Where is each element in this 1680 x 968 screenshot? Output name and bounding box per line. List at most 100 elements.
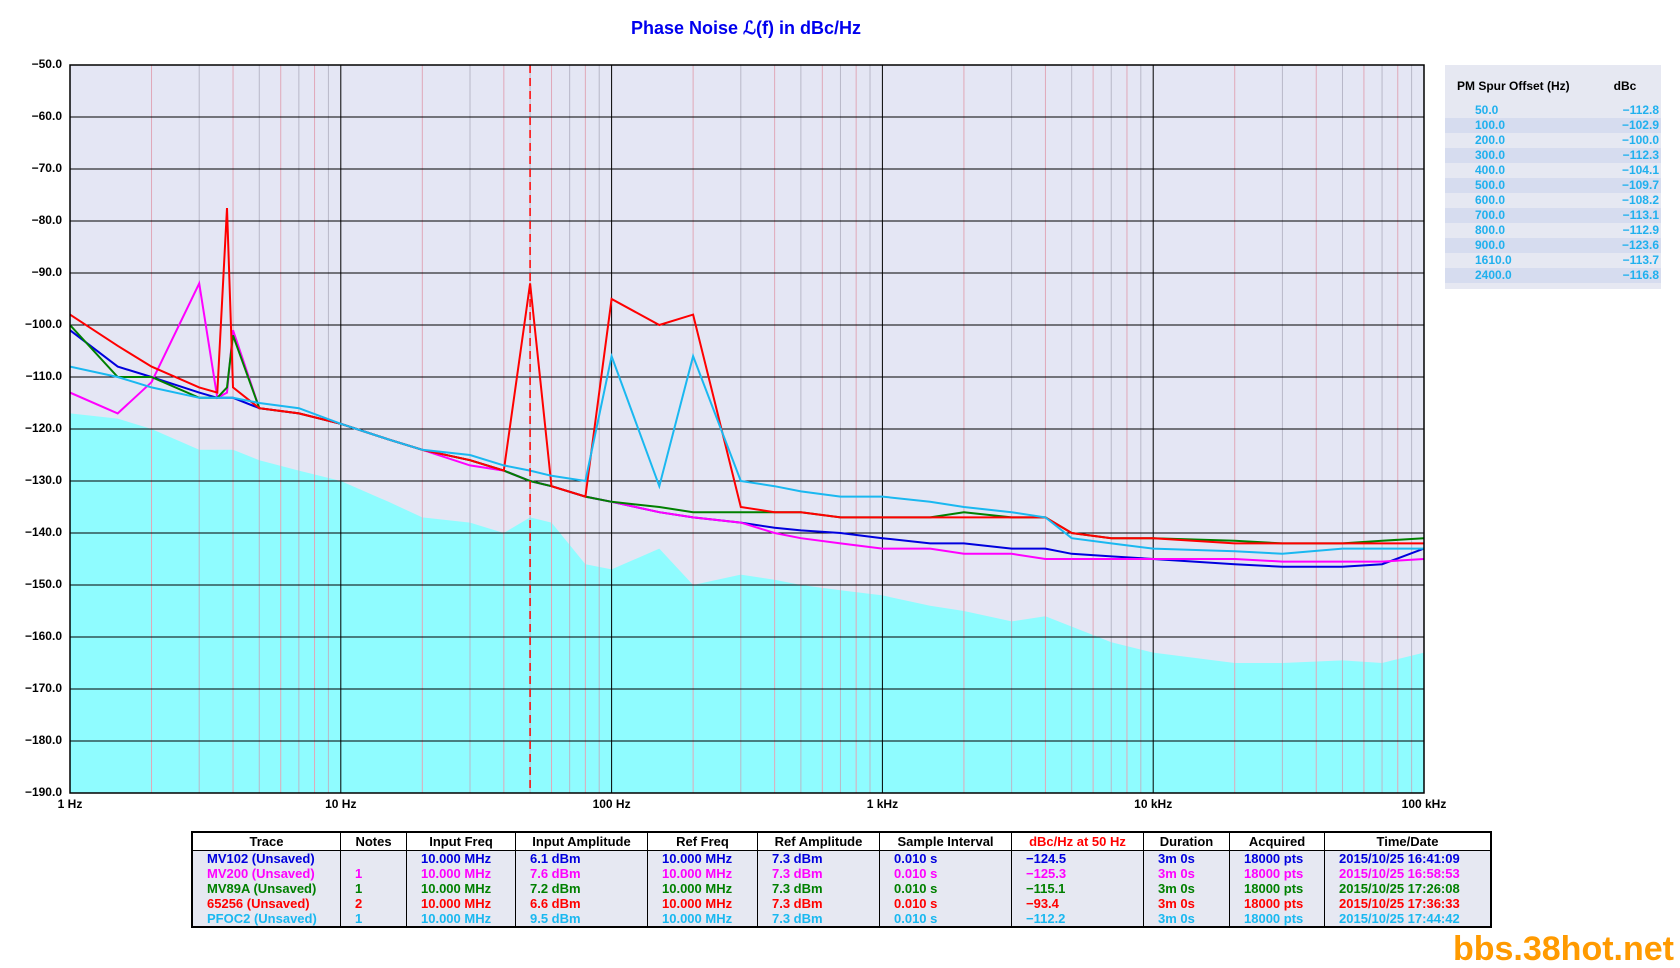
trace-cell: −124.5 xyxy=(1011,850,1144,866)
trace-cell: 10.000 MHz xyxy=(406,866,516,881)
trace-cell: 10.000 MHz xyxy=(406,896,516,911)
spur-offset: 300.0 xyxy=(1475,148,1506,162)
trace-cell: 7.3 dBm xyxy=(757,911,880,927)
y-tick-label: −150.0 xyxy=(25,577,62,591)
y-tick-label: −190.0 xyxy=(25,785,62,799)
trace-cell: 18000 pts xyxy=(1229,850,1325,866)
y-tick-label: −110.0 xyxy=(26,369,63,383)
spur-offset: 50.0 xyxy=(1475,103,1499,117)
trace-cell: 7.3 dBm xyxy=(757,881,880,896)
trace-cell: 2015/10/25 17:26:08 xyxy=(1324,881,1492,896)
trace-name: MV200 (Unsaved) xyxy=(191,866,341,881)
trace-cell: 0.010 s xyxy=(879,866,1012,881)
spur-row: 2400.0 −116.8 xyxy=(1445,268,1661,283)
trace-cell: −125.3 xyxy=(1011,866,1144,881)
y-tick-label: −140.0 xyxy=(25,525,62,539)
trace-line xyxy=(70,352,1424,555)
trace-cell: 2015/10/25 16:58:53 xyxy=(1324,866,1492,881)
spur-row: 400.0 −104.1 xyxy=(1445,163,1661,178)
spur-row: 900.0 −123.6 xyxy=(1445,238,1661,253)
trace-cell: 2015/10/25 16:41:09 xyxy=(1324,850,1492,866)
header-cell: Duration xyxy=(1143,831,1230,851)
header-cell: Notes xyxy=(340,831,407,851)
spur-dbc: −112.8 xyxy=(1622,103,1659,117)
x-tick-label: 10 Hz xyxy=(325,797,356,811)
y-tick-label: −170.0 xyxy=(25,681,62,695)
header-cell: Acquired xyxy=(1229,831,1325,851)
spur-row: 200.0 −100.0 xyxy=(1445,133,1661,148)
header-row: Trace Notes Input Freq Input Amplitude Ref F… xyxy=(191,831,1492,851)
y-tick-label: −90.0 xyxy=(32,265,63,279)
trace-cell: 1 xyxy=(340,881,407,896)
spur-offset: 1610.0 xyxy=(1475,253,1512,267)
trace-name: PFOC2 (Unsaved) xyxy=(191,911,341,927)
spur-offset: 500.0 xyxy=(1475,178,1506,192)
trace-cell: 2015/10/25 17:44:42 xyxy=(1324,911,1492,927)
trace-cell: 10.000 MHz xyxy=(406,850,516,866)
spur-row: 1610.0 −113.7 xyxy=(1445,253,1661,268)
spur-header: PM Spur Offset (Hz) dBc xyxy=(1445,65,1661,103)
spur-row: 100.0 −102.9 xyxy=(1445,118,1661,133)
spur-offset: 100.0 xyxy=(1475,118,1506,132)
spur-offset: 700.0 xyxy=(1475,208,1506,222)
watermark: bbs.38hot.net xyxy=(1453,930,1674,968)
y-tick-label: −100.0 xyxy=(25,317,62,331)
spur-dbc: −108.2 xyxy=(1621,193,1659,207)
y-tick-label: −180.0 xyxy=(25,733,62,747)
trace-cell: 10.000 MHz xyxy=(647,850,758,866)
trace-row: PFOC2 (Unsaved) 1 10.000 MHz 9.5 dBm 10.000 … xyxy=(191,911,1492,927)
spur-dbc: −100.0 xyxy=(1621,133,1659,147)
header-cell: Ref Freq xyxy=(647,831,758,851)
trace-cell: 7.3 dBm xyxy=(757,866,880,881)
header-cell: Sample Interval xyxy=(879,831,1012,851)
spur-dbc: −113.1 xyxy=(1622,208,1659,222)
y-tick-label: −120.0 xyxy=(25,421,62,435)
x-tick-label: 100 kHz xyxy=(1402,797,1447,811)
header-cell: Input Amplitude xyxy=(515,831,648,851)
trace-cell: 10.000 MHz xyxy=(647,881,758,896)
spur-rows: 50.0 −112.8 100.0 −102.9 200.0 −100.0 300.0 −11… xyxy=(1445,103,1661,283)
spur-offset: 600.0 xyxy=(1475,193,1506,207)
trace-cell: 18000 pts xyxy=(1229,896,1325,911)
trace-cell: 6.6 dBm xyxy=(515,896,648,911)
trace-cell: 7.3 dBm xyxy=(757,850,880,866)
trace-cell: 3m 0s xyxy=(1143,896,1230,911)
y-tick-label: −130.0 xyxy=(25,473,62,487)
spur-dbc: −113.7 xyxy=(1622,253,1659,267)
spur-row: 50.0 −112.8 xyxy=(1445,103,1661,118)
trace-cell xyxy=(340,850,407,866)
x-tick-label: 1 Hz xyxy=(58,797,83,811)
trace-row: MV102 (Unsaved) 10.000 MHz 6.1 dBm 10.000 M… xyxy=(191,850,1492,866)
x-tick-label: 1 kHz xyxy=(867,797,898,811)
header-cell: PM Spur Offset (Hz) xyxy=(1457,79,1570,93)
spur-offset: 2400.0 xyxy=(1475,268,1512,282)
header-cell: Ref Amplitude xyxy=(757,831,880,851)
y-tick-label: −70.0 xyxy=(32,161,63,175)
trace-cell: 3m 0s xyxy=(1143,850,1230,866)
trace-cell: 0.010 s xyxy=(879,881,1012,896)
trace-cell: −112.2 xyxy=(1011,911,1144,927)
y-tick-label: −50.0 xyxy=(32,57,63,71)
header-cell: Time/Date xyxy=(1324,831,1492,851)
trace-cell: 3m 0s xyxy=(1143,866,1230,881)
x-tick-label: 10 kHz xyxy=(1134,797,1172,811)
header-cell: Input Freq xyxy=(406,831,516,851)
trace-cell: 10.000 MHz xyxy=(406,911,516,927)
trace-cell: 9.5 dBm xyxy=(515,911,648,927)
trace-cell: −115.1 xyxy=(1011,881,1144,896)
header-cell: dBc/Hz at 50 Hz xyxy=(1011,831,1144,851)
spur-dbc: −109.7 xyxy=(1621,178,1659,192)
trace-cell: 0.010 s xyxy=(879,850,1012,866)
trace-cell: 3m 0s xyxy=(1143,881,1230,896)
trace-cell: 18000 pts xyxy=(1229,881,1325,896)
trace-line xyxy=(70,280,1424,563)
trace-row: MV89A (Unsaved) 1 10.000 MHz 7.2 dBm 10.000 … xyxy=(191,881,1492,896)
trace-cell: 2 xyxy=(340,896,407,911)
plot-frame xyxy=(69,64,1425,794)
spur-dbc: −112.3 xyxy=(1622,148,1659,162)
spur-offset: 200.0 xyxy=(1475,133,1506,147)
trace-name: MV102 (Unsaved) xyxy=(191,850,341,866)
spur-dbc: −116.8 xyxy=(1622,268,1659,282)
